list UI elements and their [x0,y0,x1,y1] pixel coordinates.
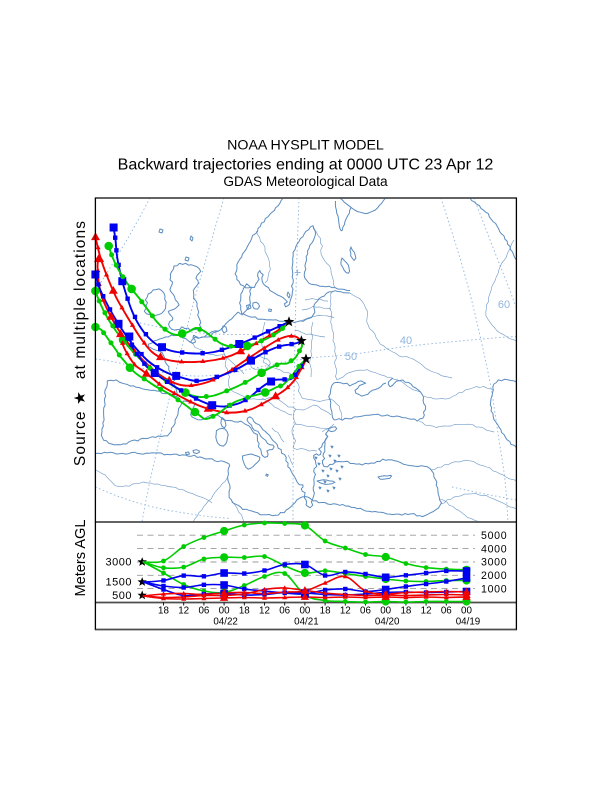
svg-text:04/20: 04/20 [375,617,400,628]
svg-text:18: 18 [400,606,411,617]
svg-text:06: 06 [441,606,452,617]
svg-text:06: 06 [360,606,371,617]
svg-text:12: 12 [340,606,351,617]
svg-text:18: 18 [158,606,169,617]
svg-text:04/21: 04/21 [294,617,319,628]
svg-text:3000: 3000 [481,557,507,569]
svg-text:Backward trajectories ending a: Backward trajectories ending at 0000 UTC… [118,156,494,174]
svg-text:500: 500 [112,590,132,602]
svg-text:04/19: 04/19 [456,617,481,628]
svg-text:3000: 3000 [106,557,132,569]
svg-text:06: 06 [279,606,290,617]
svg-text:NOAA HYSPLIT MODEL: NOAA HYSPLIT MODEL [227,138,384,154]
svg-text:GDAS Meteorological Data: GDAS Meteorological Data [223,174,388,189]
svg-text:12: 12 [421,606,432,617]
svg-text:Meters AGL: Meters AGL [73,519,89,596]
svg-text:4000: 4000 [481,543,507,555]
svg-text:18: 18 [320,606,331,617]
svg-text:50: 50 [345,351,357,363]
svg-text:Source ★ at multiple location: Source ★ at multiple locations [72,220,89,466]
svg-text:40: 40 [400,335,412,347]
svg-text:18: 18 [239,606,250,617]
svg-text:2000: 2000 [481,570,507,582]
svg-text:1000: 1000 [481,583,507,595]
svg-text:1500: 1500 [106,577,132,589]
svg-text:12: 12 [178,606,189,617]
svg-text:5000: 5000 [481,530,507,542]
svg-text:06: 06 [198,606,209,617]
svg-text:00: 00 [380,606,391,617]
svg-text:00: 00 [219,606,230,617]
svg-text:60: 60 [498,299,510,311]
svg-text:04/22: 04/22 [213,617,238,628]
svg-text:00: 00 [461,606,472,617]
svg-text:12: 12 [259,606,270,617]
svg-text:00: 00 [299,606,310,617]
